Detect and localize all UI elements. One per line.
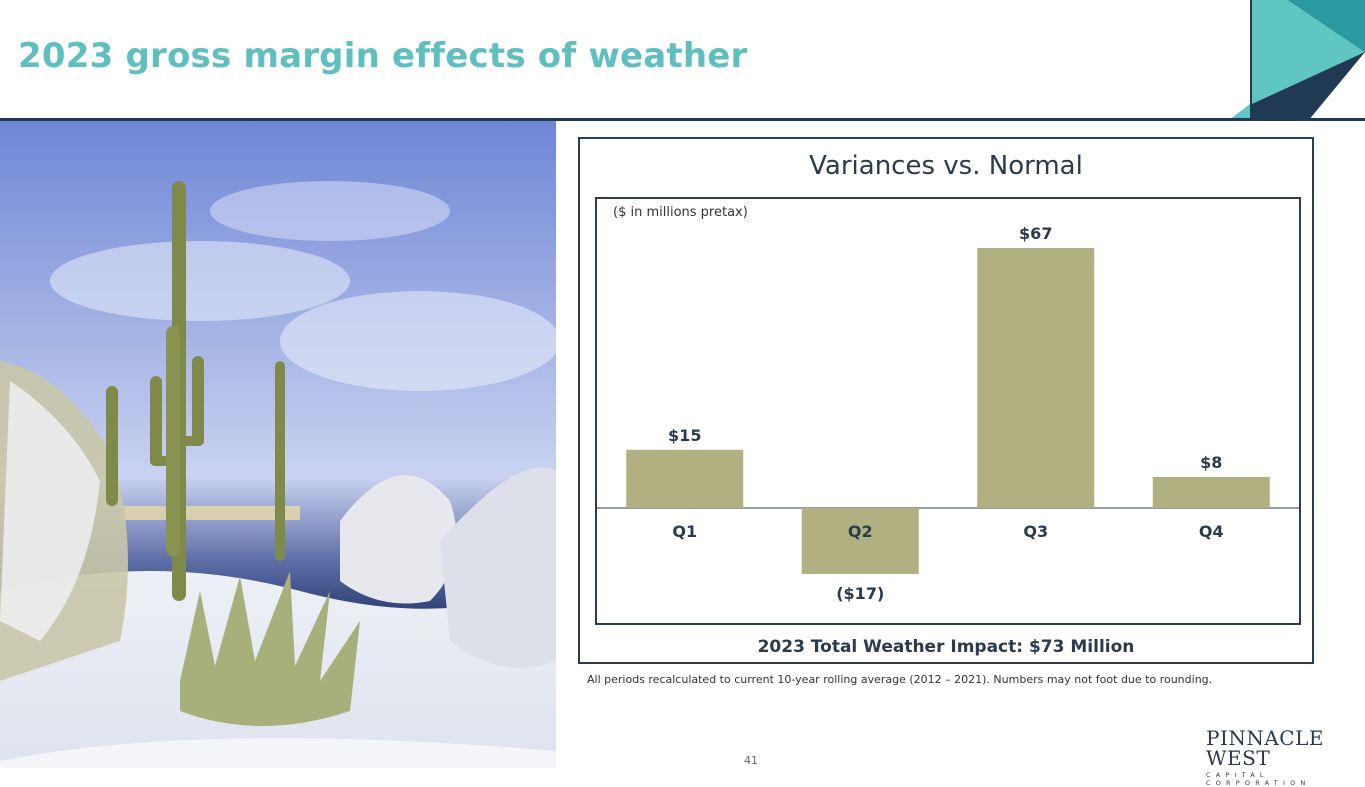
corner-teal-dark-shape <box>1288 0 1365 52</box>
plot-area: ($ in millions pretax) $15 Q1 ($17) Q2 $67 Q3… <box>595 197 1301 625</box>
bar-q3 <box>977 248 1095 508</box>
snowy-shrub <box>340 475 457 604</box>
snow-foreground <box>0 738 556 768</box>
logo-tagline: CAPITAL CORPORATION <box>1206 771 1311 787</box>
corner-teal-shape <box>1252 0 1365 104</box>
saguaro-arm <box>182 436 204 446</box>
data-label-q3: $67 <box>1019 224 1052 243</box>
cloud <box>50 241 350 321</box>
header-divider <box>0 118 1365 121</box>
saguaro-cactus <box>275 361 285 561</box>
saguaro-arm <box>192 356 204 446</box>
page-title: 2023 gross margin effects of weather <box>18 36 748 76</box>
yucca-plant <box>180 571 360 726</box>
data-label-q2: ($17) <box>836 584 884 603</box>
page-number: 41 <box>744 754 758 767</box>
footnote: All periods recalculated to current 10-y… <box>587 673 1213 686</box>
cloud <box>210 181 450 241</box>
snowy-shrub <box>440 467 556 668</box>
chart-panel: Variances vs. Normal ($ in millions pret… <box>578 137 1314 664</box>
cloud <box>280 291 556 391</box>
category-label-q2: Q2 <box>848 522 873 541</box>
saguaro-cactus <box>166 326 180 556</box>
desert-snow-photo <box>0 121 556 768</box>
saguaro-arm <box>150 376 162 466</box>
logo-name: PINNACLE WEST <box>1206 726 1324 770</box>
bar-q1 <box>626 449 744 508</box>
bar-chart: $15 Q1 ($17) Q2 $67 Q3 $8 Q4 <box>597 224 1299 603</box>
bar-q4 <box>1152 476 1270 508</box>
data-label-q1: $15 <box>668 426 701 445</box>
category-label-q1: Q1 <box>672 522 697 541</box>
corner-decoration <box>1228 0 1365 121</box>
corner-teal-sliver <box>1228 104 1250 121</box>
chart-title: Variances vs. Normal <box>809 151 1083 181</box>
category-label-q4: Q4 <box>1199 522 1224 541</box>
bar-q2 <box>801 508 919 574</box>
category-label-q3: Q3 <box>1023 522 1048 541</box>
saguaro-cactus <box>106 386 118 506</box>
tree-snow <box>0 381 100 641</box>
total-impact: 2023 Total Weather Impact: $73 Million <box>757 637 1135 657</box>
horizon-glow <box>120 506 300 520</box>
data-label-q4: $8 <box>1200 453 1222 472</box>
company-logo: PINNACLE WEST CAPITAL CORPORATION <box>1206 728 1365 787</box>
units-note: ($ in millions pretax) <box>613 205 748 220</box>
